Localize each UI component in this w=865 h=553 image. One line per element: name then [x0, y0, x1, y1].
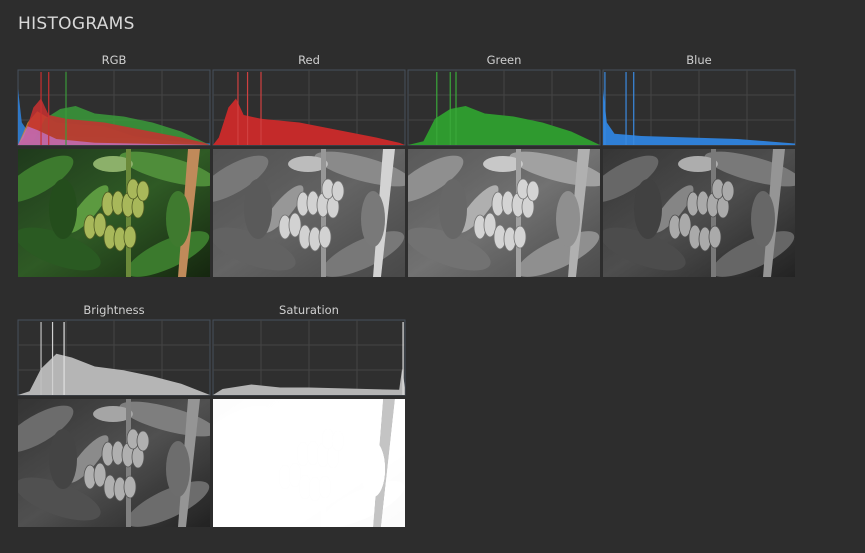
panel-label: RGB — [102, 53, 127, 67]
preview-image — [191, 394, 414, 535]
histogram-area — [213, 368, 405, 395]
preview-image — [0, 144, 219, 285]
panel-label: Saturation — [279, 303, 339, 317]
histogram-panel: Brightness — [0, 303, 219, 536]
histogram-panel: Green — [386, 53, 609, 286]
panel-label: Green — [487, 53, 522, 67]
histogram-panel: Red — [191, 53, 414, 286]
panel-label: Blue — [686, 53, 711, 67]
preview-image — [386, 144, 609, 285]
panel-label: Brightness — [83, 303, 144, 317]
histogram-panel: Saturation — [191, 303, 414, 536]
preview-image — [191, 144, 414, 285]
histogram-panel: RGB — [0, 53, 219, 286]
preview-image — [581, 144, 804, 285]
preview-image — [0, 394, 219, 535]
histogram-area — [603, 88, 795, 145]
histogram-area — [18, 353, 210, 395]
histogram-panel: Blue — [581, 53, 804, 286]
panel-label: Red — [298, 53, 320, 67]
view-title: HISTOGRAMS — [18, 14, 135, 34]
